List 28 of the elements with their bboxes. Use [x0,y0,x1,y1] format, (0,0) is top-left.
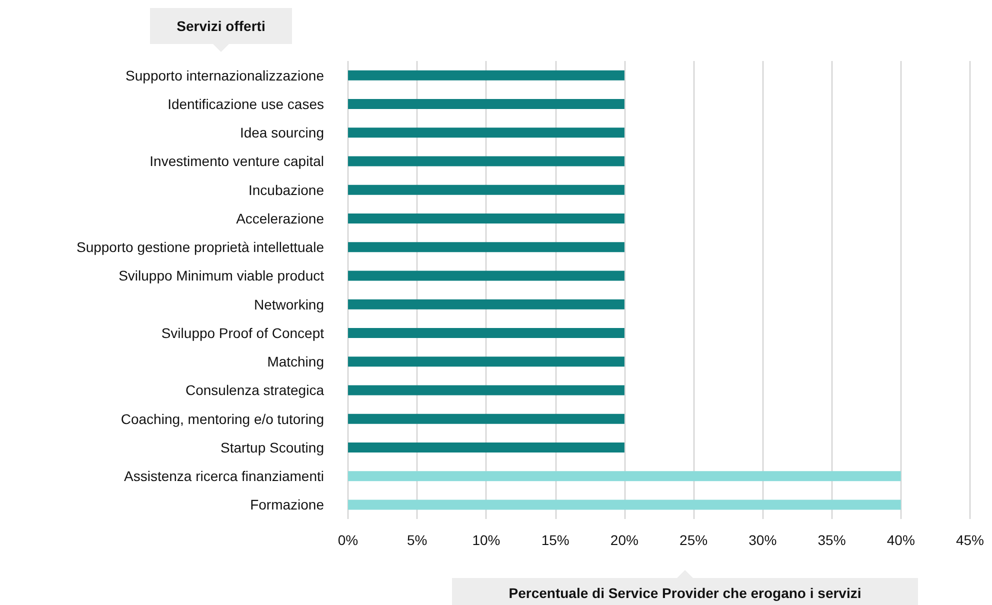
x-tick-label: 30% [748,532,777,548]
y-tick-label: Idea sourcing [240,124,324,141]
y-tick-label: Formazione [250,496,324,513]
y-tick-label: Startup Scouting [220,439,324,456]
x-tick-label: 10% [472,532,500,548]
y-tick-label: Assistenza ricerca finanziamenti [124,468,324,484]
y-tick-label: Investimento venture capital [150,153,324,170]
y-tick-label: Supporto internazionalizzazione [126,67,324,84]
x-tick-label: 5% [406,532,428,548]
y-tick-label: Accelerazione [236,210,324,226]
y-tick-label: Sviluppo Minimum viable product [118,268,324,284]
y-tick-label: Supporto gestione proprietà intellettuale [76,239,324,256]
y-tick-label: Coaching, mentoring e/o tutoring [120,410,324,427]
x-axis-title: Percentuale di Service Provider che erogano i servizi [452,578,918,605]
y-tick-label: Sviluppo Proof of Concept [161,324,324,341]
x-tick-label: 40% [886,532,915,548]
x-tick-label: 0% [338,532,358,548]
x-tick-label: 15% [541,532,570,548]
y-tick-label: Incubazione [248,182,324,198]
y-tick-label: Identificazione use cases [168,96,324,112]
x-tick-label: 35% [818,532,846,548]
x-tick-label: 20% [610,532,638,548]
x-tick-label: 25% [680,532,708,548]
y-tick-label: Networking [254,296,324,312]
x-tick-label: 45% [956,532,984,548]
y-tick-label: Consulenza strategica [185,382,324,398]
y-tick-label: Matching [267,354,324,370]
y-axis-title: Servizi offerti [150,8,292,44]
